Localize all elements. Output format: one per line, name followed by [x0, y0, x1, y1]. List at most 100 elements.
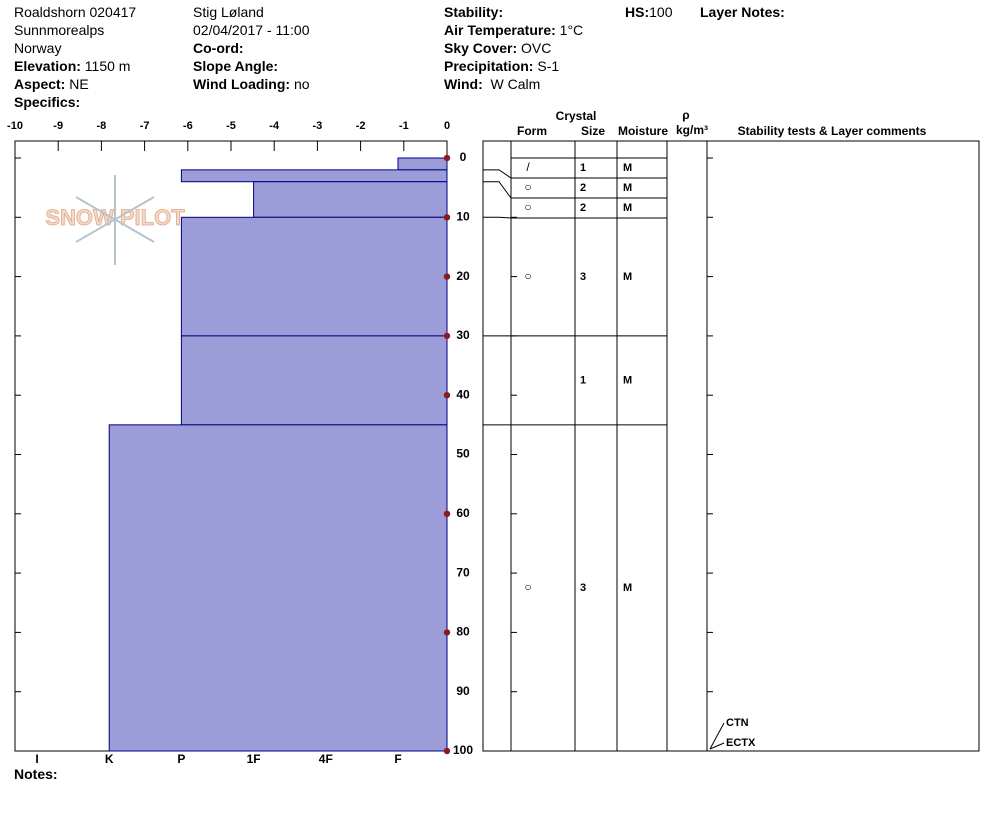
wind-loading: Wind Loading: no	[193, 76, 310, 92]
hardness-bar	[180, 335, 448, 426]
country: Norway	[14, 40, 62, 56]
size: 3	[580, 271, 586, 283]
temperature-point	[443, 629, 451, 636]
temperature-point	[443, 214, 451, 221]
label: Wind Loading:	[193, 76, 291, 92]
x-tick-label: -7	[140, 120, 150, 132]
x-tick-label: -5	[226, 120, 236, 132]
moisture: M	[623, 374, 632, 386]
moisture: M	[623, 582, 632, 594]
hardness-label: 4F	[319, 752, 333, 766]
stability-test: CTN	[726, 717, 749, 729]
x-tick-label: -1	[399, 120, 409, 132]
site: Roaldshorn 020417	[14, 4, 137, 20]
form: /	[526, 160, 530, 174]
precipitation: Precipitation: S-1	[444, 58, 559, 74]
value: S-1	[537, 58, 560, 74]
hardness-label: F	[394, 752, 401, 766]
wind: Wind: W Calm	[444, 76, 540, 92]
size: 3	[580, 582, 586, 594]
y-tick-label: 20	[456, 269, 470, 283]
size: 1	[580, 162, 586, 174]
stability-test: ECTX	[726, 737, 756, 749]
x-tick-label: -4	[269, 120, 280, 132]
form: ○	[524, 269, 531, 283]
y-tick-label: 40	[456, 387, 470, 401]
y-tick-label: 0	[460, 150, 467, 164]
x-tick-label: 0	[444, 120, 450, 132]
form: ○	[524, 200, 531, 214]
x-tick-label: -2	[356, 120, 366, 132]
label: Wind:	[444, 76, 483, 92]
stability-arrow	[709, 722, 725, 750]
size: 2	[580, 202, 586, 214]
value: W Calm	[490, 76, 541, 92]
temperature-point	[443, 273, 451, 280]
row-connector	[483, 169, 512, 179]
coord: Co-ord:	[193, 40, 244, 56]
value: 1150 m	[84, 58, 131, 74]
y-tick-label: 50	[456, 447, 470, 461]
y-tick-label: 100	[453, 743, 473, 757]
y-tick-label: 60	[456, 506, 470, 520]
label: Sky Cover:	[444, 40, 518, 56]
hardness-label: I	[35, 752, 38, 766]
stability: Stability:	[444, 4, 503, 20]
form: ○	[524, 180, 531, 194]
temperature-point	[443, 392, 451, 399]
label: Elevation:	[14, 58, 81, 74]
stability-arrow	[709, 742, 725, 750]
label: Specifics:	[14, 94, 81, 110]
table-frame	[482, 140, 980, 752]
label: Slope Angle:	[193, 58, 279, 74]
sky-cover: Sky Cover: OVC	[444, 40, 551, 56]
observer: Stig Løland	[193, 4, 264, 20]
y-tick-label: 90	[456, 684, 470, 698]
y-tick-label: 80	[456, 625, 470, 639]
size: 2	[580, 182, 586, 194]
snowflake	[75, 175, 155, 265]
aspect: Aspect: NE	[14, 76, 89, 92]
temperature-point	[443, 332, 451, 340]
label: Stability:	[444, 4, 504, 20]
y-tick-label: 10	[456, 209, 470, 223]
col-form: Form	[517, 124, 547, 138]
air-temperature: Air Temperature: 1°C	[444, 22, 583, 38]
x-tick-label: -10	[7, 120, 23, 132]
moisture: M	[623, 162, 632, 174]
row-connector	[483, 216, 512, 219]
slope-angle: Slope Angle:	[193, 58, 278, 74]
label: Air Temperature:	[444, 22, 556, 38]
row-connector	[483, 181, 512, 199]
x-tick-label: -3	[313, 120, 323, 132]
col-density: ρ	[682, 108, 689, 122]
label: Aspect:	[14, 76, 66, 92]
hardness-bar	[108, 424, 448, 752]
moisture: M	[623, 202, 632, 214]
value: 100	[649, 4, 673, 20]
range: Sunnmorealps	[14, 22, 105, 38]
form: ○	[524, 580, 531, 594]
x-tick-label: -6	[183, 120, 193, 132]
hardness-label: 1F	[247, 752, 261, 766]
hardness-label: K	[105, 752, 114, 766]
moisture: M	[623, 182, 632, 194]
hardness-bar	[180, 169, 448, 183]
value: no	[293, 76, 310, 92]
value: NE	[69, 76, 89, 92]
label: Layer Notes:	[700, 4, 785, 20]
hardness-bar	[397, 157, 448, 171]
table-columns	[510, 141, 708, 751]
y-tick-label: 70	[456, 565, 470, 579]
label: Precipitation:	[444, 58, 534, 74]
value: OVC	[521, 40, 552, 56]
col-size: Size	[581, 124, 605, 138]
size: 1	[580, 374, 586, 386]
elevation: Elevation: 1150 m	[14, 58, 130, 74]
col-moisture: Moisture	[618, 124, 668, 138]
notes: Notes:	[14, 766, 58, 782]
x-tick-label: -9	[53, 120, 63, 132]
y-tick-label: 30	[456, 328, 470, 342]
